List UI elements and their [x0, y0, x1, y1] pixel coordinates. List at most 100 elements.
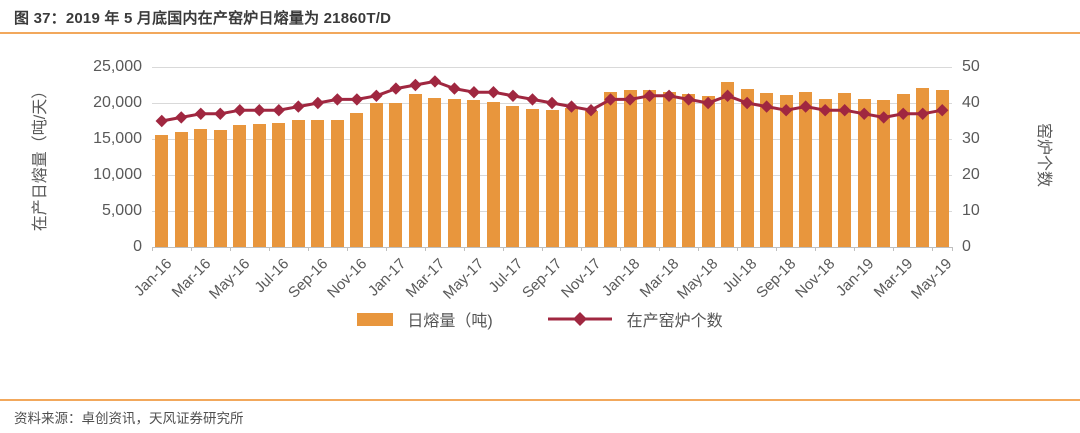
- legend-line-diamond-icon: [547, 312, 612, 326]
- y-axis-tick-right: 20: [962, 166, 980, 183]
- x-axis-tick-mark: [581, 247, 583, 251]
- data-point-diamond-Jul-16: [272, 104, 286, 117]
- bar-Feb-16: [174, 131, 188, 247]
- data-point-diamond-Mar-17: [428, 75, 442, 88]
- bar-Jan-16: [155, 135, 169, 247]
- x-axis-tick-mark: [425, 247, 427, 251]
- x-axis-tick-mark: [620, 247, 622, 251]
- y-axis-tick-left: 0: [133, 238, 142, 255]
- y-axis-tick-left: 10,000: [93, 166, 142, 183]
- x-axis-tick-mark: [152, 247, 153, 251]
- x-axis-tick-mark: [854, 247, 856, 251]
- legend-line-label: 在产窑炉个数: [626, 313, 723, 330]
- bar-Mar-16: [194, 128, 208, 247]
- bar-Feb-17: [408, 94, 422, 247]
- x-axis-tick-mark: [737, 247, 739, 251]
- x-axis-tick-mark: [659, 247, 661, 251]
- source-note: 资料来源：卓创资讯，天风证券研究所: [14, 411, 244, 426]
- y-axis-tick-left: 20,000: [93, 94, 142, 111]
- bar-May-19: [935, 89, 949, 247]
- left-axis-title: 在产日熔量（吨/天）: [32, 82, 49, 232]
- bar-Dec-16: [369, 102, 383, 247]
- right-axis-title: 窑炉个数: [1035, 122, 1052, 188]
- bar-Jun-18: [721, 82, 735, 247]
- x-axis-tick-mark: [776, 247, 778, 251]
- y-grid-line: [152, 103, 952, 104]
- data-point-diamond-Jan-17: [389, 82, 403, 95]
- x-axis-tick-mark: [347, 247, 349, 251]
- y-axis-tick-right: 10: [962, 202, 980, 219]
- legend-bar-swatch-icon: [357, 312, 394, 326]
- bar-Jul-17: [506, 106, 520, 247]
- bar-Feb-19: [877, 100, 891, 247]
- bar-Oct-18: [799, 91, 813, 247]
- x-axis-tick-mark: [952, 247, 953, 251]
- bar-Sep-16: [311, 119, 325, 247]
- bar-Jun-17: [486, 102, 500, 247]
- bar-Feb-18: [643, 90, 657, 247]
- data-point-diamond-May-16: [233, 104, 247, 117]
- x-axis-tick-mark: [230, 247, 232, 251]
- bar-May-16: [233, 125, 247, 247]
- bar-Apr-19: [916, 87, 930, 247]
- x-axis-tick-mark: [269, 247, 271, 251]
- bar-Jun-16: [252, 123, 266, 247]
- bar-Nov-18: [818, 98, 832, 247]
- y-axis-tick-right: 30: [962, 130, 980, 147]
- bar-Jul-18: [740, 89, 754, 247]
- x-axis-line: [152, 247, 952, 248]
- x-axis-tick-mark: [191, 247, 193, 251]
- y-axis-tick-left: 5,000: [101, 202, 142, 219]
- x-axis-tick-mark: [893, 247, 895, 251]
- data-point-diamond-Apr-17: [448, 82, 461, 95]
- bar-Dec-18: [838, 92, 852, 247]
- x-axis-tick-mark: [815, 247, 817, 251]
- bar-Jan-19: [857, 98, 871, 247]
- legend: 日熔量（吨) 在产窑炉个数: [0, 308, 1080, 330]
- bar-Dec-17: [604, 92, 618, 247]
- bar-Aug-18: [760, 92, 774, 247]
- y-axis-tick-right: 40: [962, 94, 980, 111]
- y-grid-line: [152, 67, 952, 68]
- bar-Nov-17: [584, 110, 598, 247]
- y-axis-tick-left: 25,000: [93, 58, 142, 75]
- x-axis-tick-mark: [503, 247, 505, 251]
- data-point-diamond-Mar-16: [194, 107, 207, 120]
- bar-Sep-18: [779, 95, 793, 247]
- data-point-diamond-Feb-17: [409, 78, 422, 92]
- data-point-diamond-Jan-16: [155, 114, 168, 128]
- bar-Jan-18: [623, 90, 637, 247]
- bar-Oct-17: [565, 108, 578, 247]
- y-axis-tick-left: 15,000: [93, 130, 142, 147]
- bar-Apr-16: [213, 130, 227, 247]
- figure-title: 图 37：2019 年 5 月底国内在产窑炉日熔量为 21860T/D: [14, 10, 392, 27]
- bar-Mar-17: [428, 97, 442, 247]
- x-axis-tick-mark: [308, 247, 310, 251]
- bar-Mar-18: [662, 91, 676, 247]
- x-axis-tick-mark: [932, 247, 934, 251]
- y-axis-tick-right: 0: [962, 238, 971, 255]
- data-point-diamond-Jun-16: [253, 104, 266, 117]
- chart: 在产日熔量（吨/天） 窑炉个数 0 5,000 10,000 15,000 20,000…: [0, 36, 1080, 346]
- bar-Oct-16: [330, 119, 344, 247]
- data-point-diamond-May-17: [467, 86, 481, 99]
- bar-Apr-17: [447, 99, 461, 247]
- accent-divider-bottom: [0, 399, 1080, 401]
- bar-Jan-17: [389, 103, 403, 247]
- bar-May-18: [701, 95, 715, 247]
- bar-May-17: [467, 100, 481, 247]
- accent-divider-top: [0, 32, 1080, 34]
- bar-Aug-16: [291, 119, 305, 247]
- data-point-diamond-Feb-16: [175, 111, 188, 124]
- bar-Sep-17: [545, 109, 559, 247]
- bar-Nov-16: [350, 113, 364, 247]
- legend-bar-label: 日熔量（吨): [407, 313, 493, 330]
- x-axis-tick-mark: [386, 247, 388, 251]
- x-axis-tick-mark: [698, 247, 700, 251]
- data-point-diamond-Jun-17: [487, 86, 500, 99]
- bar-Jul-16: [272, 122, 286, 247]
- bar-Mar-19: [896, 93, 910, 247]
- y-axis-tick-right: 50: [962, 58, 980, 75]
- x-axis-tick-mark: [542, 247, 544, 251]
